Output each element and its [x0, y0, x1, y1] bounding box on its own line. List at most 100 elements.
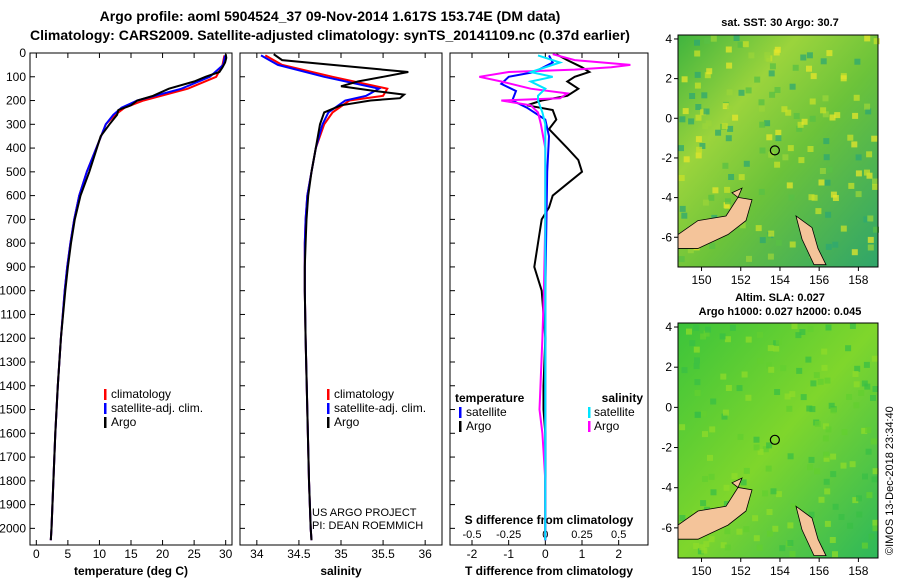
map-cell	[764, 52, 771, 59]
legend-label: Argo	[594, 419, 620, 433]
map-cell	[753, 444, 760, 451]
salinity-panel: 34 34.5 35 35.5 36 salinity climatologysatelli…	[239, 52, 443, 578]
map-cell	[722, 103, 729, 110]
map-cell	[706, 68, 713, 75]
map-cell	[715, 129, 722, 136]
map-cell	[753, 535, 760, 542]
map-cell	[840, 225, 847, 232]
map-cell	[861, 427, 868, 434]
map-ytick-label: 0	[665, 111, 672, 125]
map-cell	[681, 76, 688, 83]
map-cell	[851, 141, 858, 148]
map-cell	[726, 105, 733, 112]
map-cell	[724, 544, 731, 551]
map-cell	[855, 191, 862, 198]
map-cell	[748, 52, 755, 59]
map-cell	[720, 542, 727, 549]
legend-swatch	[459, 407, 462, 418]
map-cell	[808, 456, 815, 463]
depth-tick-label: 400	[6, 141, 26, 155]
map-cell	[849, 461, 856, 468]
map-cell	[775, 338, 782, 345]
figure-title-line1: Argo profile: aoml 5904524_37 09-Nov-201…	[99, 8, 561, 24]
island-land	[731, 187, 743, 199]
map-cell	[845, 345, 852, 352]
map-cell	[818, 496, 825, 503]
map-cell	[689, 340, 696, 347]
legend-heading-salinity: salinity	[602, 391, 644, 405]
map-cell	[727, 125, 734, 132]
map-cell	[787, 145, 794, 152]
depth-tick-label: 1300	[0, 355, 26, 369]
map-cell	[821, 364, 828, 371]
map-cell	[710, 35, 717, 42]
map-cell	[817, 378, 824, 385]
map-cell	[703, 330, 710, 337]
map-cell	[766, 442, 773, 449]
map-cell	[723, 484, 730, 491]
map-cell	[766, 530, 773, 537]
temperature-frame	[29, 52, 233, 546]
legend-label: Argo	[334, 415, 360, 429]
map-cell	[678, 256, 685, 263]
map-cell	[702, 123, 709, 130]
depth-tick-label: 1100	[0, 307, 26, 321]
temperature-xtick-label: 10	[93, 547, 107, 561]
map-cell	[856, 495, 862, 502]
map-cell	[824, 488, 831, 495]
new-guinea-land	[677, 487, 753, 540]
map-cell	[767, 345, 774, 352]
sdiff-argo-line	[479, 53, 631, 541]
map-cell	[825, 324, 832, 331]
map-cell	[766, 362, 772, 369]
map-cell	[838, 514, 845, 520]
map-cell	[701, 547, 708, 554]
map-cell	[738, 174, 745, 181]
map-cell	[825, 211, 832, 218]
map-xtick-label: 152	[731, 273, 751, 287]
map-cell	[866, 172, 873, 179]
map-cell	[864, 169, 870, 176]
map-cell	[679, 515, 686, 521]
map-cell	[826, 166, 833, 173]
legend-swatch	[588, 407, 591, 418]
map-cell	[704, 37, 711, 44]
depth-tick-label: 700	[6, 212, 26, 226]
sdiff-tick-label: 0.5	[611, 529, 626, 541]
map-cell	[822, 111, 829, 118]
map-cell	[678, 175, 685, 181]
map-cell	[769, 63, 776, 70]
map-cell	[726, 62, 733, 69]
map-cell	[830, 407, 837, 414]
salinity-xtick-label: 35.5	[371, 547, 395, 561]
depth-tick-label: 1500	[0, 403, 26, 417]
depth-tick-label: 1200	[0, 331, 26, 345]
map-cell	[757, 331, 763, 338]
map-cell	[872, 183, 879, 190]
map-cell	[854, 58, 861, 65]
tdiff-xtick-label: -1	[503, 547, 514, 561]
map-cell	[847, 134, 854, 141]
map-cell	[746, 255, 752, 262]
island-land	[795, 505, 827, 557]
map-cell	[865, 108, 872, 115]
map-cell	[701, 92, 708, 99]
legend-swatch	[104, 389, 107, 400]
map-cell	[852, 112, 859, 119]
depth-tick-label: 1600	[0, 426, 26, 440]
map-ytick-label: 0	[665, 400, 672, 414]
map-cell	[768, 151, 775, 158]
temperature-xtick-label: 25	[187, 547, 201, 561]
map-cell	[830, 471, 837, 478]
map-cell	[679, 424, 686, 431]
map-cell	[741, 371, 748, 378]
map-cell	[864, 103, 871, 110]
map-cell	[824, 520, 831, 527]
sdiff-tick-label: -0.25	[496, 529, 521, 541]
map-cell	[682, 108, 689, 115]
map-cell	[779, 545, 786, 552]
map-cell	[752, 515, 759, 522]
map-cell	[806, 52, 813, 59]
map-cell	[793, 113, 800, 119]
map-cell	[823, 451, 830, 458]
